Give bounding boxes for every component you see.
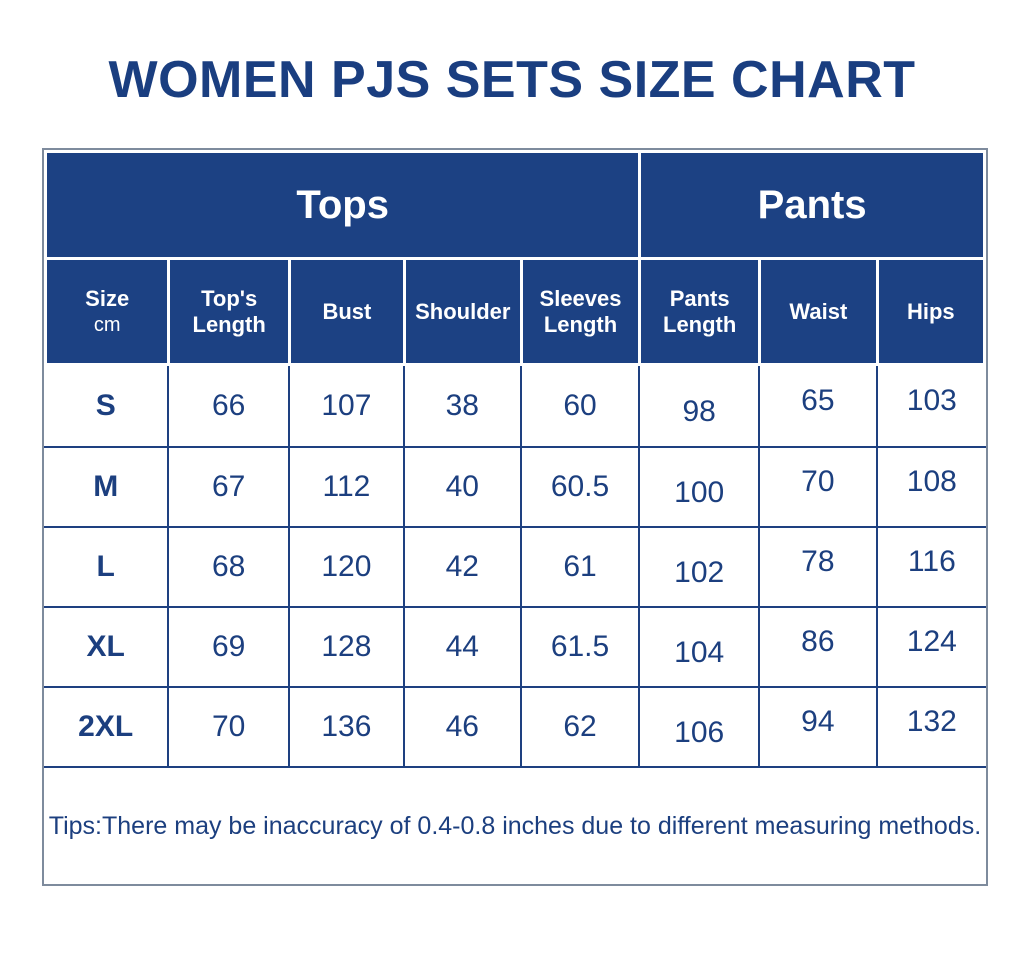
value-cell-sleeves-length: 60 (519, 366, 639, 446)
value-cell-bust: 136 (287, 686, 403, 766)
value-cell-shoulder: 46 (402, 686, 520, 766)
size-cell: XL (44, 606, 168, 686)
value: 44 (445, 630, 479, 663)
tips-note: Tips:There may be inaccuracy of 0.4-0.8 … (44, 766, 986, 884)
value-cell-shoulder: 40 (402, 446, 520, 526)
col-header-waist: Waist (757, 260, 876, 366)
value-cell-pants-length: 106 (638, 686, 758, 766)
value: 120 (321, 550, 372, 583)
value: 42 (445, 550, 479, 583)
value: 132 (906, 705, 957, 738)
value-cell-pants-length: 98 (638, 366, 758, 446)
value: 112 (322, 470, 371, 503)
value-cell-tops-length: 70 (167, 686, 288, 766)
value: 67 (211, 470, 246, 503)
group-header-pants: Pants (638, 150, 986, 260)
value: 61.5 (550, 630, 610, 663)
value-cell-shoulder: 38 (402, 366, 520, 446)
group-header-tops: Tops (44, 150, 639, 260)
value: 108 (906, 465, 957, 498)
value-cell-hips: 132 (875, 686, 986, 766)
value: 38 (445, 389, 479, 422)
value-cell-tops-length: 66 (167, 366, 288, 446)
value-cell-tops-length: 67 (167, 446, 288, 526)
value: 40 (445, 470, 479, 503)
value-cell-hips: 103 (875, 366, 986, 446)
value: 68 (211, 550, 246, 583)
value: 69 (211, 630, 246, 663)
value-cell-waist: 78 (757, 526, 876, 606)
size-cell: L (44, 526, 168, 606)
value-cell-waist: 70 (757, 446, 876, 526)
value-cell-pants-length: 104 (638, 606, 758, 686)
value-cell-sleeves-length: 61 (519, 526, 639, 606)
value-cell-waist: 94 (757, 686, 876, 766)
value: 106 (674, 716, 725, 749)
value-cell-sleeves-length: 61.5 (519, 606, 639, 686)
value: 98 (682, 395, 716, 428)
size-cell: 2XL (44, 686, 168, 766)
value-cell-sleeves-length: 60.5 (519, 446, 639, 526)
value-cell-hips: 108 (875, 446, 986, 526)
value: 60 (563, 389, 597, 422)
value: 66 (211, 389, 246, 422)
value: 94 (801, 705, 835, 738)
col-header-tops-length: Top's Length (167, 260, 288, 366)
value-cell-bust: 128 (287, 606, 403, 686)
size-cell: M (44, 446, 168, 526)
value: 65 (801, 384, 835, 417)
value-cell-tops-length: 68 (167, 526, 288, 606)
value-cell-bust: 112 (287, 446, 403, 526)
value-cell-waist: 65 (757, 366, 876, 446)
col-header-bust: Bust (287, 260, 403, 366)
value: 46 (445, 710, 479, 743)
col-header-size: Size cm (44, 260, 168, 366)
value: 116 (907, 545, 956, 578)
size-label: Size (85, 285, 130, 311)
value-cell-sleeves-length: 62 (519, 686, 639, 766)
value-cell-shoulder: 42 (402, 526, 520, 606)
value-cell-hips: 124 (875, 606, 986, 686)
page-title: WOMEN PJS SETS SIZE CHART (108, 51, 916, 109)
value: 100 (674, 476, 725, 509)
value: 102 (674, 556, 725, 589)
value-cell-shoulder: 44 (402, 606, 520, 686)
value: 61 (563, 550, 597, 583)
value: 86 (801, 625, 835, 658)
value-cell-pants-length: 102 (638, 526, 758, 606)
value: 78 (801, 545, 835, 578)
value: 107 (321, 389, 372, 422)
unit-label: cm (93, 313, 121, 336)
col-header-hips: Hips (875, 260, 986, 366)
value-cell-bust: 107 (287, 366, 403, 446)
value: 128 (321, 630, 372, 663)
value: 136 (321, 710, 372, 743)
value-cell-tops-length: 69 (167, 606, 288, 686)
value: 70 (801, 465, 835, 498)
size-chart-table: Tops Pants Size cm Top's Length Bust Sho… (42, 148, 988, 886)
value-cell-pants-length: 100 (638, 446, 758, 526)
value: 104 (674, 636, 725, 669)
col-header-shoulder: Shoulder (402, 260, 520, 366)
value-cell-bust: 120 (287, 526, 403, 606)
value: 62 (563, 710, 597, 743)
value-cell-waist: 86 (757, 606, 876, 686)
value: 124 (906, 625, 957, 658)
value-cell-hips: 116 (875, 526, 986, 606)
size-cell: S (44, 366, 168, 446)
value: 60.5 (550, 470, 610, 503)
col-header-sleeves-length: Sleeves Length (519, 260, 639, 366)
value: 70 (211, 710, 246, 743)
value: 103 (906, 384, 957, 417)
col-header-pants-length: Pants Length (638, 260, 758, 366)
